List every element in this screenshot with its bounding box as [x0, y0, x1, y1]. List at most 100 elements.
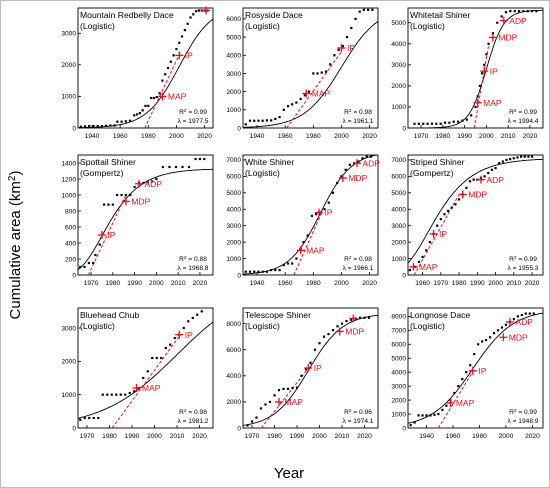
panel-6-point-10: [124, 393, 127, 396]
panel-2-xtick-label-4: 2010: [501, 133, 516, 140]
panel-3-point-24: [194, 157, 197, 161]
panel-5-title: Striped Shiner: [410, 157, 465, 167]
panel-4-point-24: [344, 168, 347, 171]
panel-1-tangent-line: [286, 51, 342, 128]
panel-3-point-4: [94, 253, 97, 257]
panel-2-point-0: [413, 122, 416, 125]
panel-2-point-17: [480, 72, 484, 75]
panel-6-point-18: [160, 356, 163, 360]
panel-8-ytick-label-2: 2000: [391, 397, 406, 404]
panel-7-point-8: [282, 387, 285, 390]
panel-5-point-7: [436, 224, 439, 227]
panel-7-ytick-label-1: 2000: [226, 399, 241, 406]
panel-8-point-29: [524, 312, 527, 315]
panel-7-point-7: [277, 389, 281, 392]
panel-6-title: Bluehead Chub: [80, 310, 139, 320]
panel-7-xtick-label-4: 2010: [335, 433, 350, 440]
panel-3-point-7: [107, 203, 110, 206]
panel-2-point-31: [535, 10, 538, 13]
panel-2-r-squared: R2 = 0.99: [509, 108, 537, 117]
panel-0-point-0: [79, 125, 82, 128]
panel-0-point-4: [96, 125, 99, 128]
panel-1-point-1: [248, 119, 252, 122]
panel-5-model: (Gompertz): [410, 168, 454, 178]
panel-7-xtick-label-1: 1980: [267, 433, 282, 440]
panel-8-ytick-label-6: 6000: [391, 342, 406, 349]
panel-7-point-17: [322, 335, 326, 338]
panel-1-ytick-label-3: 3000: [226, 71, 241, 78]
panel-1-point-16: [312, 72, 315, 75]
panel-5-xtick-label-4: 2000: [488, 280, 503, 287]
panel-0-plot-frame: [77, 7, 214, 129]
panel-3-point-11: [124, 193, 128, 197]
panel-0-xtick-label-2: 1980: [141, 133, 156, 140]
panel-7-point-6: [273, 394, 276, 397]
panel-2-point-27: [517, 10, 521, 13]
panel-0-point-18: [147, 104, 150, 107]
panel-3-plot-frame: [77, 154, 214, 276]
panel-4-point-14: [302, 241, 305, 244]
panel-4-point-3: [257, 270, 260, 273]
panel-6-xtick-label-1: 1980: [102, 433, 117, 440]
panel-5-point-12: [454, 203, 457, 206]
panel-2-xtick-label-3: 2000: [479, 133, 494, 140]
panel-6-point-15: [146, 370, 149, 373]
panel-5-point-13: [457, 198, 461, 201]
panel-5-point-33: [530, 155, 534, 158]
panel-0-ytick-label-0: 0: [72, 125, 76, 132]
panel-6: 1970 1980 1990 2000 2010 2020 0 1000 2000 3000 MAP…: [61, 307, 214, 440]
panel-1-fit-curve: [243, 21, 378, 128]
panel-1-point-15: [307, 90, 311, 93]
panel-7-point-20: [336, 325, 339, 328]
panel-4-point-4: [261, 270, 264, 273]
panel-2-lambda: λ = 1994.4: [508, 118, 539, 125]
panel-6-point-26: [196, 313, 199, 316]
panel-1-point-27: [358, 10, 361, 13]
panel-0-point-30: [180, 35, 184, 38]
panel-1-ytick-label-5: 5000: [226, 34, 241, 41]
panel-1: 1940 1960 1980 2000 2020 0 1000 2000 3000 4000 500…: [226, 7, 379, 140]
panel-8-title: Longnose Dace: [410, 310, 470, 320]
panel-1-annotation-map: MAP: [312, 89, 331, 99]
panel-8-point-7: [437, 412, 440, 416]
panel-4-point-19: [323, 208, 326, 211]
panel-1-title: Rosyside Dace: [245, 10, 303, 20]
panel-0-point-8: [113, 124, 116, 127]
panel-3-point-1: [83, 265, 86, 269]
panel-0-point-3: [92, 125, 95, 128]
panel-3-ytick-label-3: 600: [65, 224, 76, 231]
panel-8-tangent-line: [437, 369, 475, 428]
panel-2-plot-area: [408, 9, 543, 128]
panel-2-point-1: [417, 122, 420, 125]
panel-7-r-squared: R2 = 0.96: [344, 408, 372, 417]
panel-7-xtick-label-3: 2000: [312, 433, 327, 440]
panel-1-point-28: [362, 8, 366, 11]
panel-8-point-24: [504, 323, 508, 326]
panel-3-xtick-label-3: 2000: [149, 280, 164, 287]
panel-2-ytick-label-2: 2000: [391, 83, 406, 90]
panel-8-point-14: [465, 371, 468, 374]
panel-7-point-18: [327, 332, 330, 336]
panel-1-xtick-label-1: 1960: [278, 133, 293, 140]
panel-5-point-5: [428, 241, 431, 244]
panel-7-point-5: [268, 400, 272, 404]
panel-3-ytick-label-4: 800: [65, 208, 76, 215]
panel-7-xtick-label-5: 2020: [357, 433, 372, 440]
panel-5-plot-frame: [407, 154, 544, 276]
panel-6-point-20: [169, 343, 172, 346]
panel-2-annotation-adp: ADP: [509, 16, 527, 26]
panel-7-xtick-label-2: 1990: [290, 433, 305, 440]
panel-2-point-29: [526, 10, 529, 13]
panel-6-point-12: [133, 390, 136, 393]
panel-6-ytick-label-0: 0: [72, 425, 76, 432]
panel-8-point-23: [500, 326, 504, 329]
panel-0-point-15: [138, 112, 141, 115]
panel-3-annotation-ip: IP: [107, 230, 115, 240]
panel-6-point-14: [142, 376, 145, 380]
panel-8-point-15: [469, 364, 472, 367]
panel-6-point-27: [200, 310, 203, 313]
panel-1-point-23: [341, 45, 344, 48]
panel-7-ytick-label-4: 8000: [226, 321, 241, 328]
panel-5-point-10: [447, 209, 450, 212]
panel-5-fit-curve: [408, 158, 543, 264]
